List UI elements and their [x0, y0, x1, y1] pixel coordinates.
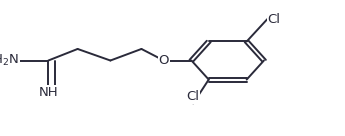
Text: NH: NH — [39, 86, 58, 99]
Text: Cl: Cl — [187, 90, 200, 103]
Text: O: O — [159, 54, 169, 67]
Text: H$_2$N: H$_2$N — [0, 53, 19, 68]
Text: Cl: Cl — [267, 13, 280, 26]
